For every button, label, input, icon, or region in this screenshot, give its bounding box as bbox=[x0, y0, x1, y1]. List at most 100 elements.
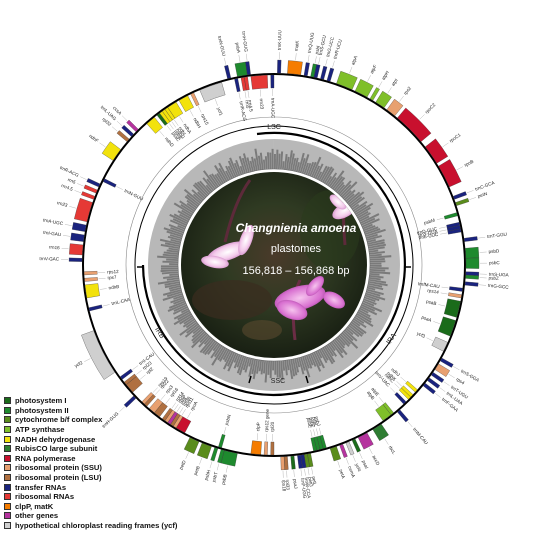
gc-content-bar bbox=[360, 217, 376, 226]
legend-swatch bbox=[4, 445, 11, 453]
gc-content-bar bbox=[259, 152, 264, 170]
gene-label: trnD-GUC bbox=[417, 226, 439, 235]
legend-swatch bbox=[4, 474, 11, 482]
gc-content-bar bbox=[305, 162, 312, 175]
gene-leader-line bbox=[304, 468, 306, 476]
gene-label: petD bbox=[178, 459, 187, 471]
gene-label: psbC bbox=[489, 260, 500, 265]
gene-label: petN bbox=[477, 191, 488, 199]
gc-content-bar bbox=[185, 320, 197, 329]
gene-leader-line bbox=[116, 186, 123, 190]
gene-block bbox=[86, 178, 101, 188]
gc-content-bar bbox=[303, 355, 310, 369]
gene-block bbox=[465, 246, 480, 259]
gene-leader-line bbox=[80, 176, 87, 180]
legend-label: RNA polymerase bbox=[15, 453, 76, 463]
legend-swatch bbox=[4, 406, 11, 414]
gene-leader-line bbox=[225, 465, 228, 473]
gc-content-bar bbox=[218, 162, 230, 181]
gc-content-bar bbox=[167, 302, 187, 313]
gene-leader-line bbox=[64, 224, 72, 226]
gc-content-bar bbox=[342, 330, 354, 342]
gene-block bbox=[405, 380, 418, 393]
gene-block bbox=[68, 257, 83, 262]
gene-label: psbZ bbox=[488, 275, 499, 281]
gc-content-bar bbox=[262, 159, 266, 170]
gene-leader-line bbox=[171, 402, 176, 409]
gene-label: ndhD bbox=[164, 136, 175, 148]
gene-label: trnA-UGC bbox=[270, 98, 275, 119]
gc-content-bar bbox=[264, 360, 268, 383]
gc-content-bar bbox=[222, 349, 230, 361]
gene-leader-line bbox=[121, 115, 128, 121]
gene-leader-line bbox=[119, 406, 125, 412]
gene-block bbox=[427, 377, 441, 389]
gc-content-bar bbox=[213, 345, 223, 358]
gene-leader-line bbox=[181, 409, 186, 416]
gc-content-bar bbox=[227, 352, 237, 372]
gc-content-bar bbox=[211, 173, 221, 187]
gene-label: trnW-CCA bbox=[304, 477, 312, 499]
gc-content-bar bbox=[313, 351, 322, 367]
gc-content-bar bbox=[186, 193, 200, 206]
gc-content-bar bbox=[164, 283, 181, 289]
gc-content-bar bbox=[183, 188, 202, 204]
gene-block bbox=[126, 119, 139, 132]
gene-leader-line bbox=[310, 429, 313, 437]
gc-content-bar bbox=[164, 281, 180, 286]
gene-label: rps3 bbox=[165, 384, 175, 394]
gene-label: petL bbox=[311, 476, 318, 486]
gene-label: petA bbox=[338, 469, 346, 480]
gene-block bbox=[277, 59, 282, 74]
gc-content-bar bbox=[192, 184, 207, 198]
gene-block bbox=[398, 387, 411, 400]
gc-content-bar bbox=[191, 189, 204, 201]
gc-content-bar bbox=[210, 344, 221, 359]
gene-leader-line bbox=[185, 452, 189, 459]
gene-label: psbD bbox=[488, 248, 500, 254]
gc-content-bar bbox=[363, 298, 377, 305]
gc-content-bar bbox=[365, 290, 381, 297]
gene-label: rpl14 bbox=[175, 391, 185, 403]
gene-label: trnfM-CAU bbox=[418, 281, 440, 289]
gene-label: rrn4.5 bbox=[61, 183, 74, 192]
gene-block bbox=[245, 61, 251, 76]
gene-label: psaC bbox=[171, 131, 182, 143]
gc-content-bar bbox=[360, 305, 378, 316]
gene-label: psbM bbox=[423, 218, 435, 226]
gene-leader-line bbox=[246, 53, 248, 61]
gc-content-bar bbox=[223, 351, 234, 370]
gene-block bbox=[103, 178, 117, 188]
gene-leader-line bbox=[435, 393, 441, 398]
gc-content-bar bbox=[173, 202, 193, 216]
gc-content-bar bbox=[186, 202, 197, 211]
gc-content-bar bbox=[368, 249, 379, 253]
gc-content-bar bbox=[166, 258, 179, 261]
gc-content-bar bbox=[212, 342, 220, 352]
legend-item: ribosomal protein (SSU) bbox=[4, 463, 177, 473]
gene-label: rps7 bbox=[107, 275, 117, 281]
gc-content-bar bbox=[355, 202, 374, 215]
gc-content-bar bbox=[191, 327, 203, 338]
gc-content-bar bbox=[328, 176, 337, 188]
gene-label: rpl32 bbox=[101, 117, 112, 128]
gc-content-bar bbox=[280, 360, 284, 381]
gene-leader-line bbox=[346, 457, 349, 465]
gc-content-bar bbox=[335, 337, 346, 349]
gc-content-bar bbox=[300, 356, 306, 371]
legend-item: photosystem II bbox=[4, 406, 177, 416]
gene-block bbox=[178, 95, 194, 112]
gene-leader-line bbox=[314, 56, 317, 64]
gene-leader-line bbox=[74, 190, 82, 193]
orchid-photo bbox=[181, 172, 367, 358]
gc-content-bar bbox=[199, 180, 212, 194]
gene-label: psaA bbox=[421, 315, 433, 324]
gene-leader-line bbox=[307, 54, 310, 62]
gc-content-bar bbox=[179, 315, 193, 325]
gene-block bbox=[190, 92, 200, 107]
legend-item: photosystem I bbox=[4, 396, 177, 406]
gc-content-bar bbox=[161, 271, 179, 275]
gene-label: atpF bbox=[369, 64, 378, 75]
gene-leader-line bbox=[69, 206, 77, 209]
